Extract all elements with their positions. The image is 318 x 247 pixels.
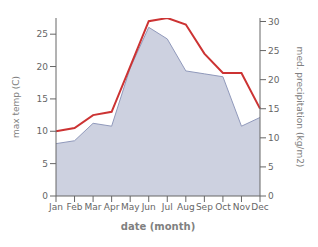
svg-text:5: 5	[268, 162, 274, 172]
svg-text:max temp (C): max temp (C)	[11, 76, 21, 138]
svg-text:0: 0	[42, 191, 48, 201]
svg-text:10: 10	[268, 133, 280, 143]
svg-text:Jun: Jun	[141, 202, 156, 212]
svg-text:Jul: Jul	[161, 202, 173, 212]
svg-text:Sep: Sep	[196, 202, 213, 212]
svg-text:15: 15	[268, 104, 279, 114]
svg-text:Jan: Jan	[48, 202, 63, 212]
svg-text:Oct: Oct	[215, 202, 231, 212]
svg-text:Feb: Feb	[67, 202, 83, 212]
svg-text:10: 10	[37, 126, 49, 136]
svg-text:Dec: Dec	[251, 202, 268, 212]
svg-text:0: 0	[268, 191, 274, 201]
svg-text:May: May	[121, 202, 140, 212]
svg-text:5: 5	[42, 159, 48, 169]
svg-text:25: 25	[268, 46, 279, 56]
svg-text:Aug: Aug	[177, 202, 195, 212]
svg-text:25: 25	[37, 29, 48, 39]
svg-text:med. precipitation (kg/m2): med. precipitation (kg/m2)	[295, 47, 305, 168]
svg-text:30: 30	[268, 17, 280, 27]
svg-text:20: 20	[268, 75, 280, 85]
svg-text:15: 15	[37, 94, 48, 104]
svg-text:20: 20	[37, 62, 49, 72]
svg-text:Nov: Nov	[233, 202, 251, 212]
svg-text:Apr: Apr	[104, 202, 120, 212]
svg-text:Mar: Mar	[85, 202, 102, 212]
svg-text:date (month): date (month)	[121, 221, 195, 232]
